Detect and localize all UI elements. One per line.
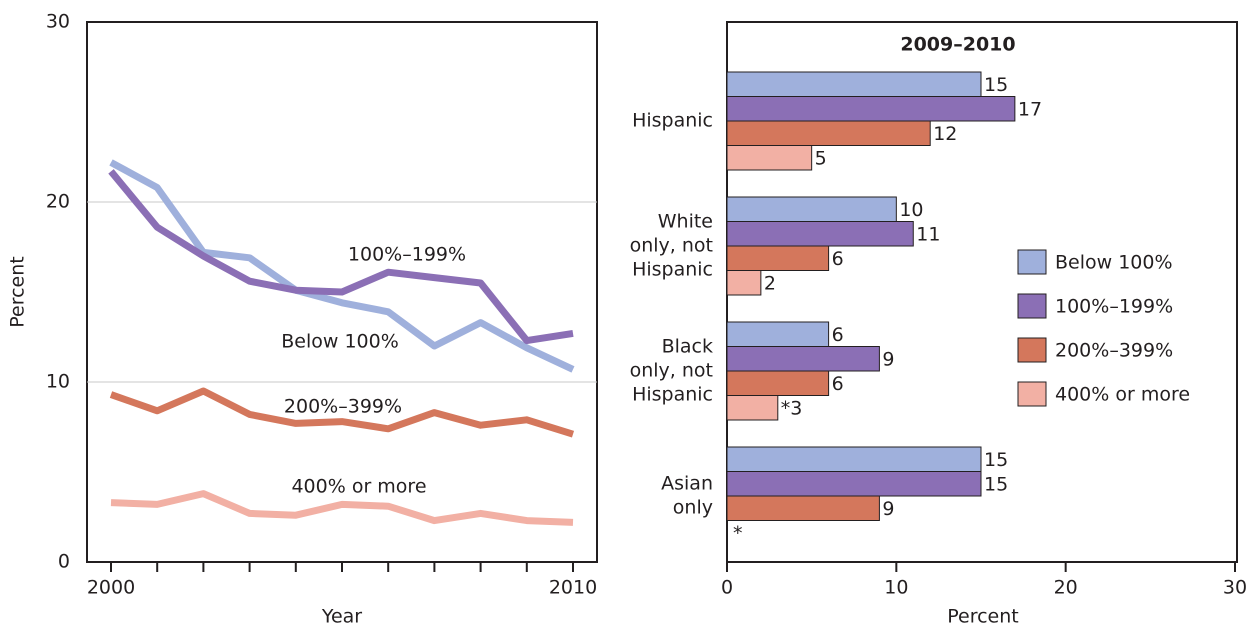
legend-label: 100%–199%	[1055, 296, 1173, 318]
series-label: Below 100%	[281, 331, 399, 353]
value-label: 5	[815, 147, 827, 169]
category-label: White	[658, 211, 713, 233]
value-label: 15	[984, 449, 1008, 471]
category-label: only, not	[630, 235, 713, 257]
series-line	[110, 490, 574, 526]
bar	[726, 471, 982, 497]
legend-swatch	[1017, 381, 1047, 407]
bar	[726, 321, 830, 347]
bar	[726, 346, 880, 372]
legend-label: 200%–399%	[1055, 340, 1173, 362]
bar	[726, 370, 830, 396]
legend-label: Below 100%	[1055, 252, 1173, 274]
series-line	[109, 387, 575, 438]
series-line	[108, 169, 574, 345]
value-label: 15	[984, 74, 1008, 96]
category-label: only	[673, 497, 713, 519]
bar	[726, 446, 982, 472]
category-label: Hispanic	[632, 259, 713, 281]
value-label: *3	[781, 397, 803, 419]
value-label: 6	[832, 324, 844, 346]
series-label: 200%–399%	[284, 396, 402, 418]
series-line	[109, 159, 575, 373]
x-tick-label: 30	[1223, 577, 1247, 599]
bar	[726, 270, 762, 296]
x-tick-label: 2000	[87, 577, 135, 599]
value-label: 6	[832, 373, 844, 395]
value-label: 12	[933, 123, 957, 145]
y-axis-label: Percent	[7, 256, 29, 328]
value-label: *	[733, 522, 743, 544]
series-label: 100%–199%	[348, 244, 466, 266]
bar	[726, 71, 982, 97]
value-label: 9	[882, 498, 894, 520]
y-tick-label: 30	[46, 11, 70, 33]
category-label: Black	[662, 336, 713, 358]
x-tick-label: 0	[721, 577, 733, 599]
value-label: 10	[899, 199, 923, 221]
bar	[726, 495, 880, 521]
category-label: only, not	[630, 360, 713, 382]
y-tick-label: 20	[46, 191, 70, 213]
legend-label: 400% or more	[1055, 384, 1190, 406]
value-label: 11	[916, 223, 940, 245]
value-label: 17	[1018, 98, 1042, 120]
panel-title: 2009–2010	[900, 34, 1015, 56]
x-axis-label: Year	[321, 606, 362, 628]
category-label: Hispanic	[632, 384, 713, 406]
y-tick-label: 10	[46, 371, 70, 393]
x-tick-label: 10	[884, 577, 908, 599]
x-axis-label: Percent	[947, 606, 1019, 628]
y-tick-label: 0	[58, 551, 70, 573]
value-label: 15	[984, 473, 1008, 495]
bar	[726, 395, 779, 421]
bar	[726, 96, 1016, 122]
value-label: 9	[882, 348, 894, 370]
x-tick-label: 20	[1054, 577, 1078, 599]
bar	[726, 120, 931, 146]
series-label: 400% or more	[291, 476, 426, 498]
legend-swatch	[1017, 337, 1047, 363]
legend-swatch	[1017, 249, 1047, 275]
legend-swatch	[1017, 293, 1047, 319]
value-label: 2	[764, 272, 776, 294]
bar	[726, 245, 830, 271]
value-label: 6	[832, 248, 844, 270]
x-tick-label: 2010	[549, 577, 597, 599]
bar	[726, 145, 813, 171]
category-label: Asian	[661, 473, 713, 495]
category-label: Hispanic	[632, 110, 713, 132]
bar	[726, 221, 914, 247]
bar	[726, 196, 897, 222]
